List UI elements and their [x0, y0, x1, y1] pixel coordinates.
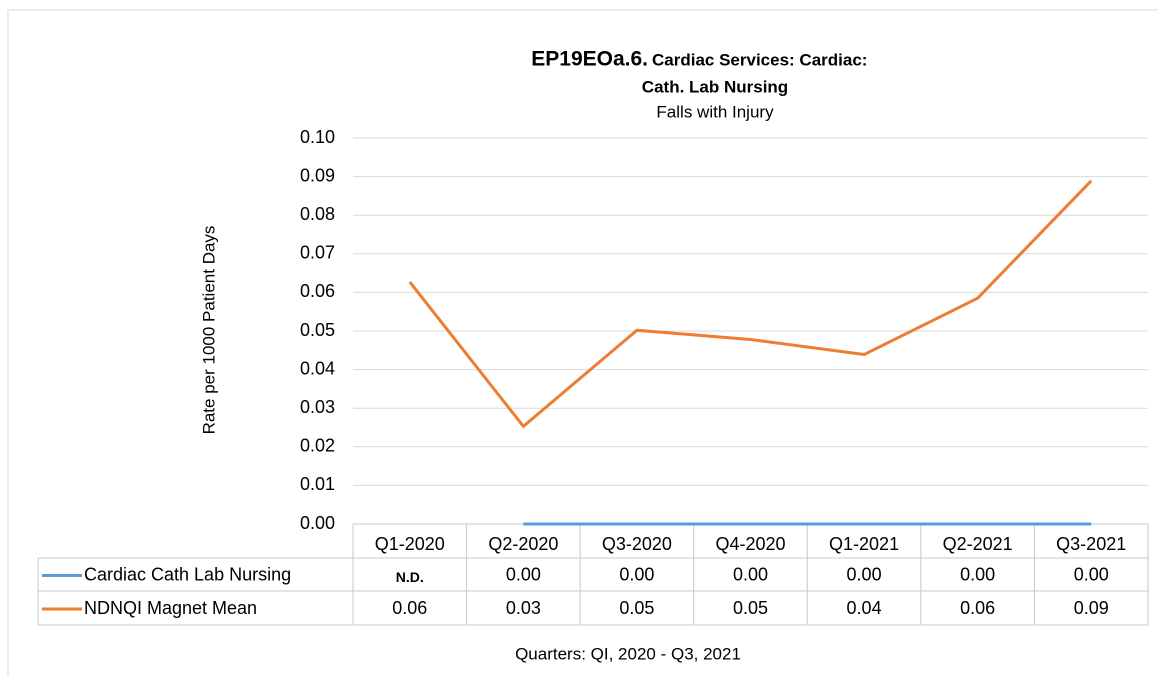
y-axis-label: Rate per 1000 Patient Days	[199, 226, 218, 435]
x-tick-label: Q1-2020	[375, 534, 445, 554]
y-tick-label: 0.04	[300, 358, 335, 378]
data-label: 0.00	[960, 564, 995, 584]
legend-label: Cardiac Cath Lab Nursing	[84, 564, 291, 584]
data-label: 0.05	[619, 598, 654, 618]
x-tick-label: Q2-2021	[943, 534, 1013, 554]
data-label: 0.00	[506, 564, 541, 584]
data-label: 0.00	[733, 564, 768, 584]
x-axis-label: Quarters: QI, 2020 - Q3, 2021	[515, 644, 741, 663]
y-tick-label: 0.00	[300, 513, 335, 533]
chart-title: Cardiac Services: Cardiac:	[652, 50, 867, 69]
chart-subtitle: Falls with Injury	[656, 102, 774, 121]
data-label: 0.04	[847, 598, 882, 618]
x-tick-label: Q3-2021	[1056, 534, 1126, 554]
chart-title: EP19EOa.6.	[531, 48, 648, 71]
data-label: 0.06	[392, 598, 427, 618]
x-tick-label: Q2-2020	[488, 534, 558, 554]
y-tick-label: 0.06	[300, 281, 335, 301]
legend-label: NDNQI Magnet Mean	[84, 598, 257, 618]
x-tick-label: Q1-2021	[829, 534, 899, 554]
data-label: 0.06	[960, 598, 995, 618]
y-tick-label: 0.03	[300, 397, 335, 417]
y-tick-label: 0.05	[300, 320, 335, 340]
x-tick-label: Q4-2020	[715, 534, 785, 554]
data-label: 0.00	[847, 564, 882, 584]
series-line	[408, 179, 1093, 428]
y-tick-label: 0.09	[300, 165, 335, 185]
chart-title: Cath. Lab Nursing	[642, 77, 788, 96]
data-label: N.D.	[396, 569, 424, 585]
y-tick-label: 0.01	[300, 474, 335, 494]
y-tick-label: 0.08	[300, 204, 335, 224]
data-label: 0.05	[733, 598, 768, 618]
y-tick-label: 0.10	[300, 127, 335, 147]
data-label: 0.00	[1074, 564, 1109, 584]
y-tick-label: 0.07	[300, 243, 335, 263]
data-label: 0.03	[506, 598, 541, 618]
x-tick-label: Q3-2020	[602, 534, 672, 554]
y-tick-label: 0.02	[300, 436, 335, 456]
data-label: 0.09	[1074, 598, 1109, 618]
data-label: 0.00	[619, 564, 654, 584]
